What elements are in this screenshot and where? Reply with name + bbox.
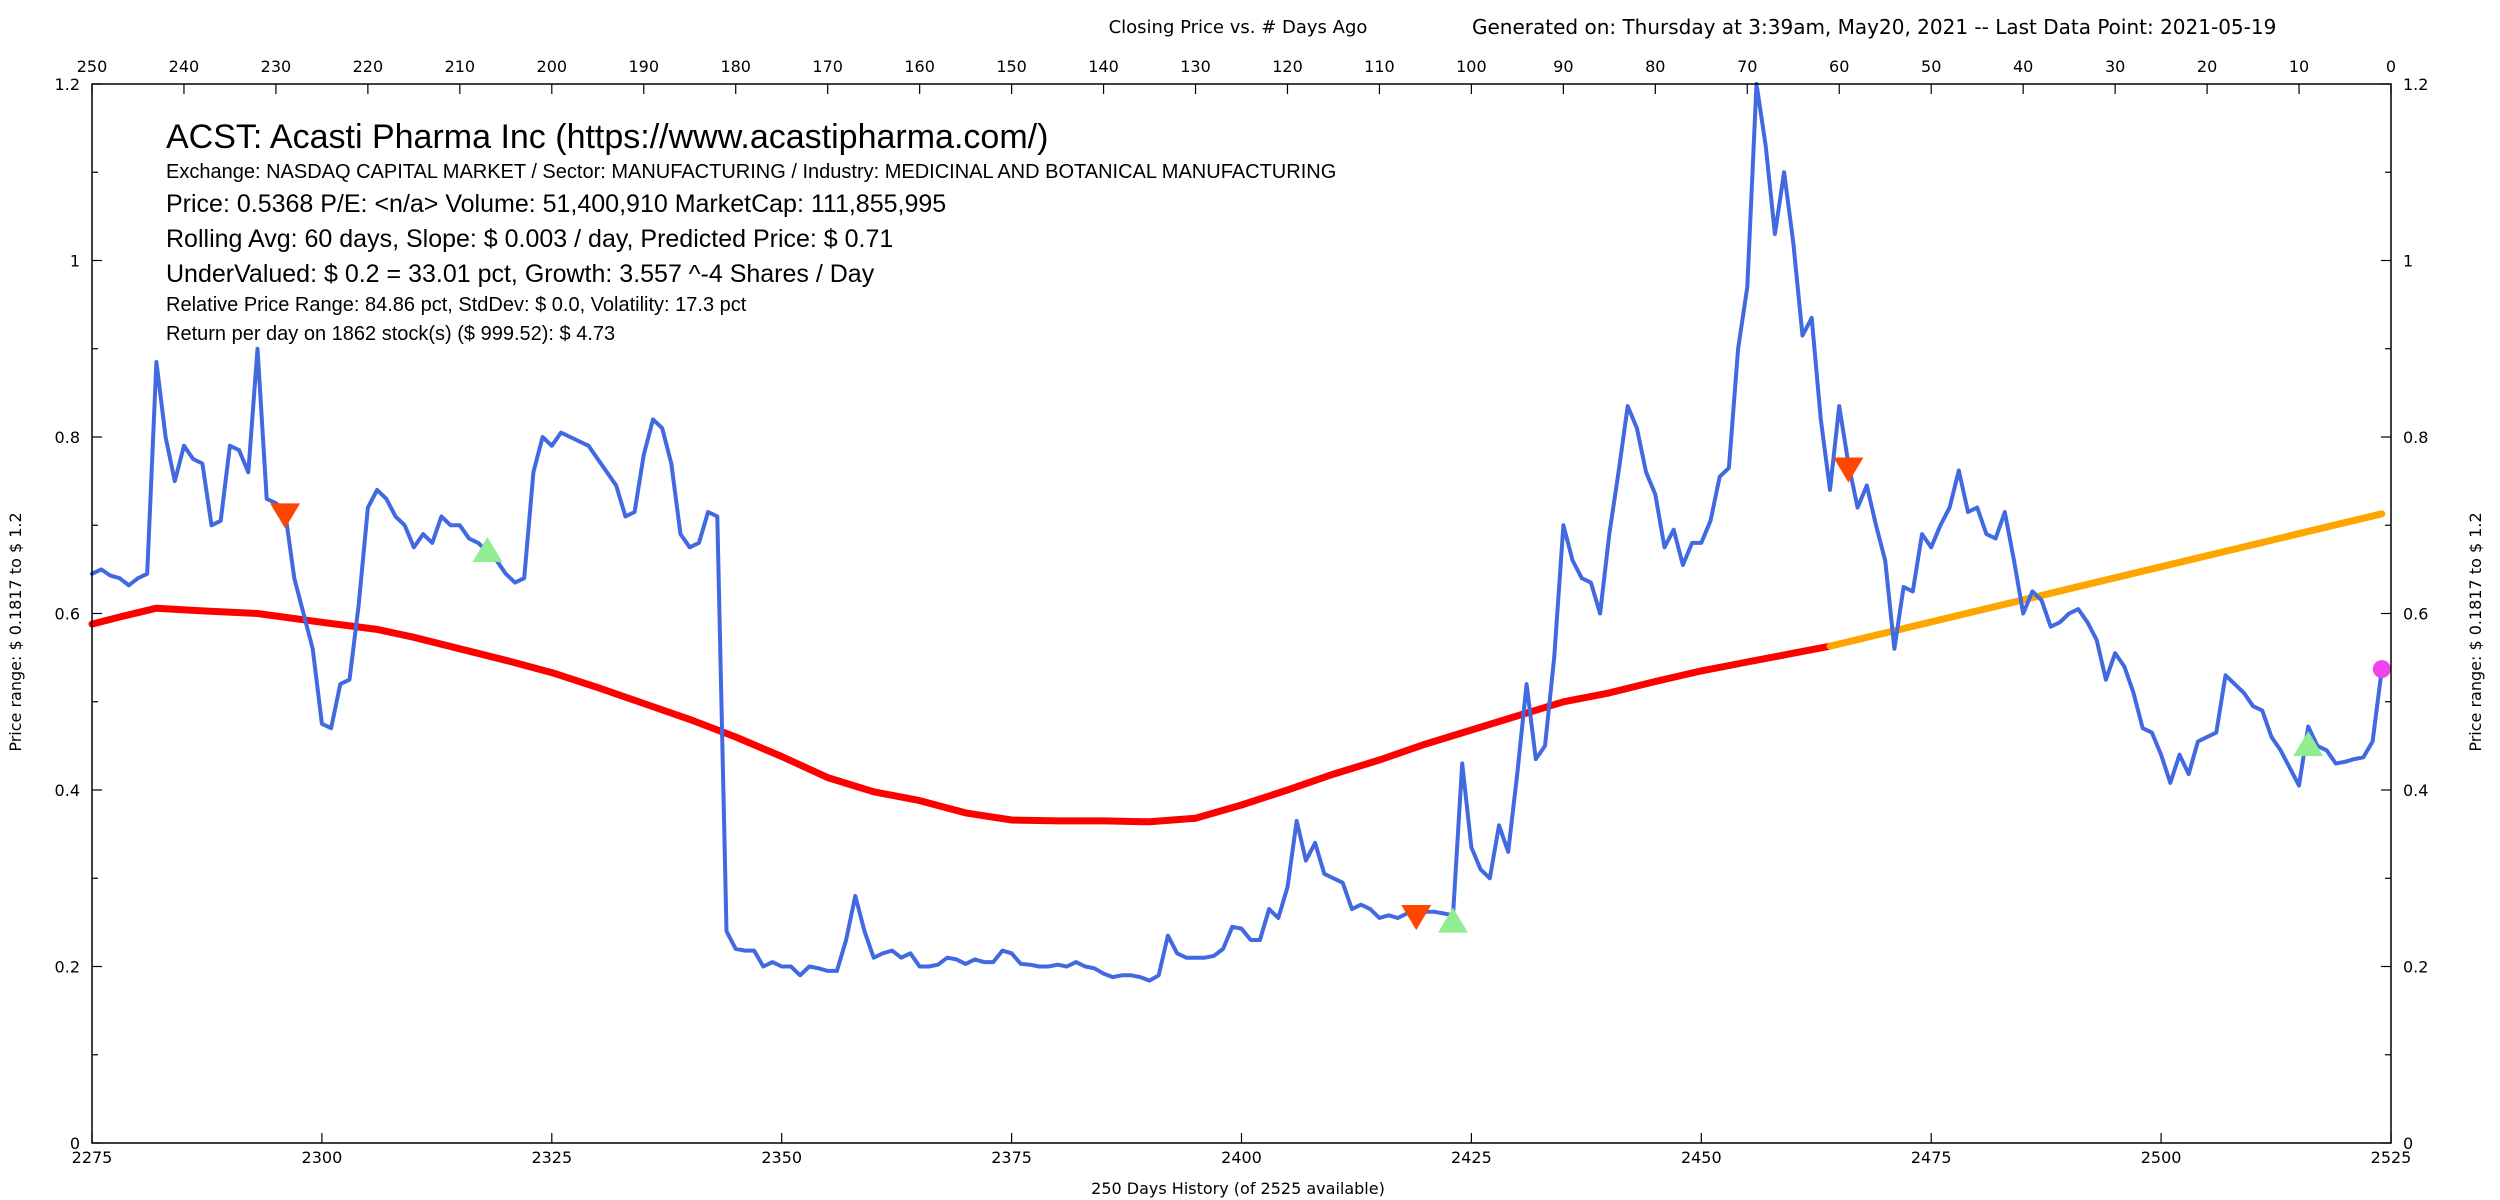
top-tick-label: 30 <box>2105 57 2125 76</box>
top-tick-label: 150 <box>996 57 1027 76</box>
x-tick-label: 2275 <box>72 1148 113 1167</box>
top-tick-label: 90 <box>1553 57 1573 76</box>
buy-marker <box>2293 731 2324 757</box>
top-tick-label: 70 <box>1737 57 1757 76</box>
x-tick-label: 2475 <box>1911 1148 1952 1167</box>
price-line: Price: 0.5368 P/E: <n/a> Volume: 51,400,… <box>166 190 947 219</box>
undervalued-line: UnderValued: $ 0.2 = 33.01 pct, Growth: … <box>166 259 875 288</box>
price-range-line: Relative Price Range: 84.86 pct, StdDev:… <box>166 294 747 317</box>
axis-ticks: 2275 2300 2325 2350 2375 2400 2425 2450 2475 2500… <box>55 57 2429 1167</box>
top-tick-label: 210 <box>445 57 476 76</box>
top-tick-label: 40 <box>2013 57 2033 76</box>
top-tick-label: 60 <box>1829 57 1849 76</box>
stock-info-panel: ACST: Acasti Pharma Inc (https://www.aca… <box>166 118 1336 352</box>
stock-title: ACST: Acasti Pharma Inc (https://www.aca… <box>166 118 1049 156</box>
top-tick-label: 170 <box>812 57 843 76</box>
top-tick-label: 50 <box>1921 57 1941 76</box>
y-tick-label-right: 0.2 <box>2403 958 2428 977</box>
buy-marker <box>472 536 503 562</box>
y-tick-label-left: 0.8 <box>55 428 80 447</box>
top-tick-label: 230 <box>261 57 292 76</box>
top-tick-label: 220 <box>353 57 384 76</box>
top-tick-label: 120 <box>1272 57 1303 76</box>
top-tick-label: 80 <box>1645 57 1665 76</box>
top-tick-label: 110 <box>1364 57 1395 76</box>
price-line <box>90 82 2384 983</box>
y-tick-label-right: 1 <box>2403 252 2413 271</box>
sell-marker <box>1833 457 1864 483</box>
sell-marker <box>270 503 301 529</box>
top-tick-label: 0 <box>2386 57 2396 76</box>
top-tick-label: 240 <box>169 57 200 76</box>
buy-marker <box>1438 907 1469 933</box>
top-tick-label: 100 <box>1456 57 1487 76</box>
y-tick-label-left: 0.2 <box>55 958 80 977</box>
chart-header-title: Closing Price vs. # Days Ago <box>1109 17 1368 38</box>
y-axis-label-left: Price range: $ 0.1817 to $ 1.2 <box>6 512 25 751</box>
return-line: Return per day on 1862 stock(s) ($ 999.5… <box>166 323 616 346</box>
x-axis-label: 250 Days History (of 2525 available) <box>1091 1179 1385 1198</box>
y-tick-label-right: 0.6 <box>2403 605 2428 624</box>
x-tick-label: 2525 <box>2371 1148 2412 1167</box>
x-tick-label: 2375 <box>991 1148 1032 1167</box>
plot-frame <box>91 83 2392 1144</box>
y-axis-label-right: Price range: $ 0.1817 to $ 1.2 <box>2466 512 2485 751</box>
x-tick-label: 2400 <box>1221 1148 1262 1167</box>
top-tick-label: 190 <box>628 57 659 76</box>
y-tick-label-right: 0 <box>2403 1134 2413 1153</box>
y-tick-label-left: 0.4 <box>55 781 80 800</box>
predicted-line <box>1826 510 2386 650</box>
y-tick-label-right: 1.2 <box>2403 75 2428 94</box>
top-tick-label: 130 <box>1180 57 1211 76</box>
y-tick-label-left: 0 <box>70 1134 80 1153</box>
top-tick-label: 20 <box>2197 57 2217 76</box>
x-tick-label: 2450 <box>1681 1148 1722 1167</box>
chart-series <box>88 82 2386 983</box>
x-tick-label: 2425 <box>1451 1148 1492 1167</box>
last-price-marker <box>2372 660 2391 679</box>
exchange-line: Exchange: NASDAQ CAPITAL MARKET / Sector… <box>166 161 1337 184</box>
top-tick-label: 250 <box>77 57 108 76</box>
y-tick-label-right: 0.8 <box>2403 428 2428 447</box>
x-tick-label: 2300 <box>302 1148 343 1167</box>
chart-markers <box>270 457 2391 933</box>
y-tick-label-left: 1.2 <box>55 75 80 94</box>
y-tick-label-left: 0.6 <box>55 605 80 624</box>
top-tick-label: 180 <box>720 57 751 76</box>
top-tick-label: 160 <box>904 57 935 76</box>
top-tick-label: 10 <box>2289 57 2309 76</box>
y-tick-label-left: 1 <box>70 252 80 271</box>
sell-marker <box>1401 904 1432 930</box>
y-tick-label-right: 0.4 <box>2403 781 2428 800</box>
generated-timestamp: Generated on: Thursday at 3:39am, May20,… <box>1472 15 2276 39</box>
rolling-avg-line: Rolling Avg: 60 days, Slope: $ 0.003 / d… <box>166 224 894 253</box>
x-tick-label: 2350 <box>761 1148 802 1167</box>
x-tick-label: 2500 <box>2141 1148 2182 1167</box>
top-tick-label: 140 <box>1088 57 1119 76</box>
top-tick-label: 200 <box>537 57 568 76</box>
x-tick-label: 2325 <box>531 1148 572 1167</box>
